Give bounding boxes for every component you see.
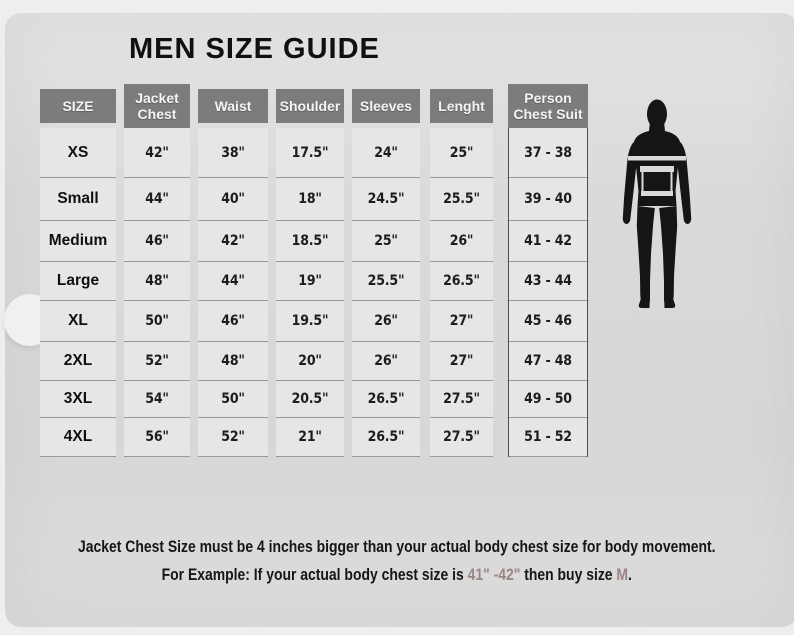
value-cell: 48" bbox=[198, 342, 268, 381]
value-cell: 40" bbox=[198, 178, 268, 221]
column-shoulder: Shoulder 17.5" 18" 18.5" 19" 19.5" 20" 2… bbox=[276, 84, 344, 457]
value-cell: 26" bbox=[352, 301, 420, 342]
value-cell: 27" bbox=[430, 342, 493, 381]
value-cell: 25" bbox=[352, 221, 420, 262]
value-cell: 26.5" bbox=[352, 418, 420, 457]
column-band-jacket-chest: 42" 44" 46" 48" 50" 52" 54" 56" bbox=[124, 128, 190, 457]
note-line-2-mid: then buy size bbox=[520, 565, 617, 584]
size-cell: 2XL bbox=[40, 342, 116, 381]
value-cell: 37 - 38 bbox=[509, 128, 587, 178]
column-sleeves: Sleeves 24" 24.5" 25" 25.5" 26" 26" 26.5… bbox=[352, 84, 420, 457]
column-band-shoulder: 17.5" 18" 18.5" 19" 19.5" 20" 20.5" 21" bbox=[276, 128, 344, 457]
value-cell: 25" bbox=[430, 128, 493, 178]
size-cell: Small bbox=[40, 178, 116, 221]
note-size-highlight: M bbox=[616, 565, 629, 584]
value-cell: 27.5" bbox=[430, 381, 493, 418]
column-size: SIZE XS Small Medium Large XL 2XL 3XL 4X… bbox=[40, 84, 116, 457]
value-cell: 42" bbox=[124, 128, 190, 178]
value-cell: 48" bbox=[124, 262, 190, 301]
value-cell: 45 - 46 bbox=[509, 301, 587, 342]
column-header-sleeves: Sleeves bbox=[352, 89, 420, 123]
value-cell: 41 - 42 bbox=[509, 221, 587, 262]
value-cell: 24" bbox=[352, 128, 420, 178]
value-cell: 44" bbox=[124, 178, 190, 221]
note-line-2-prefix: For Example: If your actual body chest s… bbox=[161, 565, 468, 584]
value-cell: 18" bbox=[276, 178, 344, 221]
column-jacket-chest: Jacket Chest 42" 44" 46" 48" 50" 52" 54"… bbox=[124, 84, 190, 457]
size-cell: 4XL bbox=[40, 418, 116, 457]
male-silhouette-icon bbox=[622, 99, 692, 308]
note-line-2-text: For Example: If your actual body chest s… bbox=[162, 565, 632, 585]
value-cell: 46" bbox=[198, 301, 268, 342]
value-cell: 52" bbox=[124, 342, 190, 381]
value-cell: 50" bbox=[198, 381, 268, 418]
column-band-size: XS Small Medium Large XL 2XL 3XL 4XL bbox=[40, 128, 116, 457]
value-cell: 52" bbox=[198, 418, 268, 457]
value-cell: 26" bbox=[352, 342, 420, 381]
value-cell: 19" bbox=[276, 262, 344, 301]
column-band-lenght: 25" 25.5" 26" 26.5" 27" 27" 27.5" 27.5" bbox=[430, 128, 493, 457]
column-person-chest-suit: Person Chest Suit 37 - 38 39 - 40 41 - 4… bbox=[508, 84, 588, 457]
column-header-lenght: Lenght bbox=[430, 89, 493, 123]
column-band-waist: 38" 40" 42" 44" 46" 48" 50" 52" bbox=[198, 128, 268, 457]
size-cell: XS bbox=[40, 128, 116, 178]
value-cell: 54" bbox=[124, 381, 190, 418]
value-cell: 26.5" bbox=[352, 381, 420, 418]
value-cell: 56" bbox=[124, 418, 190, 457]
column-header-jacket-chest: Jacket Chest bbox=[124, 84, 190, 128]
column-band-person-chest-suit: 37 - 38 39 - 40 41 - 42 43 - 44 45 - 46 … bbox=[508, 128, 588, 457]
value-cell: 21" bbox=[276, 418, 344, 457]
value-cell: 50" bbox=[124, 301, 190, 342]
column-header-waist: Waist bbox=[198, 89, 268, 123]
value-cell: 27.5" bbox=[430, 418, 493, 457]
value-cell: 39 - 40 bbox=[509, 178, 587, 221]
value-cell: 49 - 50 bbox=[509, 381, 587, 418]
column-band-sleeves: 24" 24.5" 25" 25.5" 26" 26" 26.5" 26.5" bbox=[352, 128, 420, 457]
value-cell: 51 - 52 bbox=[509, 418, 587, 457]
column-lenght: Lenght 25" 25.5" 26" 26.5" 27" 27" 27.5"… bbox=[430, 84, 493, 457]
size-table: SIZE XS Small Medium Large XL 2XL 3XL 4X… bbox=[40, 84, 588, 457]
page-title: MEN SIZE GUIDE bbox=[129, 33, 380, 65]
note-line-2: For Example: If your actual body chest s… bbox=[0, 565, 794, 585]
value-cell: 42" bbox=[198, 221, 268, 262]
value-cell: 19.5" bbox=[276, 301, 344, 342]
size-cell: 3XL bbox=[40, 381, 116, 418]
value-cell: 43 - 44 bbox=[509, 262, 587, 301]
size-cell: Large bbox=[40, 262, 116, 301]
column-header-size: SIZE bbox=[40, 89, 116, 123]
note-line-1: Jacket Chest Size must be 4 inches bigge… bbox=[0, 537, 794, 557]
note-line-2-suffix: . bbox=[628, 565, 633, 584]
value-cell: 20.5" bbox=[276, 381, 344, 418]
value-cell: 18.5" bbox=[276, 221, 344, 262]
value-cell: 38" bbox=[198, 128, 268, 178]
value-cell: 25.5" bbox=[430, 178, 493, 221]
value-cell: 46" bbox=[124, 221, 190, 262]
value-cell: 44" bbox=[198, 262, 268, 301]
value-cell: 17.5" bbox=[276, 128, 344, 178]
note-line-1-text: Jacket Chest Size must be 4 inches bigge… bbox=[78, 537, 716, 556]
note-chest-size-highlight: 41" -42" bbox=[467, 565, 521, 584]
value-cell: 24.5" bbox=[352, 178, 420, 221]
column-waist: Waist 38" 40" 42" 44" 46" 48" 50" 52" bbox=[198, 84, 268, 457]
size-cell: Medium bbox=[40, 221, 116, 262]
column-header-person-chest-suit: Person Chest Suit bbox=[508, 84, 588, 128]
column-header-shoulder: Shoulder bbox=[276, 89, 344, 123]
value-cell: 20" bbox=[276, 342, 344, 381]
value-cell: 26" bbox=[430, 221, 493, 262]
value-cell: 27" bbox=[430, 301, 493, 342]
value-cell: 25.5" bbox=[352, 262, 420, 301]
value-cell: 26.5" bbox=[430, 262, 493, 301]
value-cell: 47 - 48 bbox=[509, 342, 587, 381]
size-cell: XL bbox=[40, 301, 116, 342]
